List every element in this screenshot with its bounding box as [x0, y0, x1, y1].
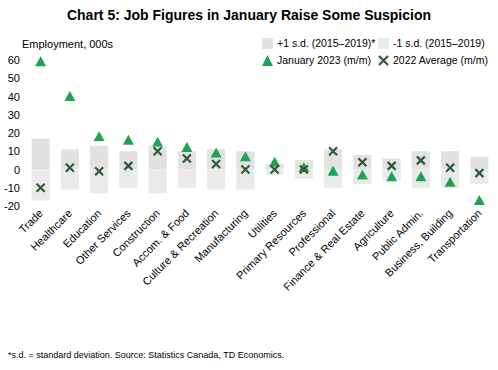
- y-tick-label: 50: [8, 72, 20, 84]
- y-tick-label: 10: [8, 145, 20, 157]
- bar: [412, 170, 430, 188]
- triangle-marker: [445, 177, 456, 187]
- x-marker: [388, 162, 396, 170]
- y-tick-label: -10: [4, 182, 20, 194]
- triangle-marker: [152, 137, 163, 147]
- legend-label: +1 s.d. (2015–2019)*: [277, 37, 375, 49]
- bar: [470, 170, 488, 185]
- legend-label: 2022 Average (m/m): [393, 54, 488, 66]
- x-marker: [124, 162, 132, 170]
- bar: [119, 151, 137, 169]
- x-marker: [417, 156, 425, 164]
- triangle-marker: [269, 157, 280, 167]
- x-marker: [300, 166, 308, 174]
- bar: [412, 151, 430, 169]
- x-marker: [37, 184, 45, 192]
- triangle-marker: [94, 131, 105, 141]
- bar: [90, 170, 108, 194]
- triangle-marker: [211, 148, 222, 158]
- triangle-marker: [357, 169, 368, 179]
- bar: [119, 170, 137, 188]
- y-label: Employment, 000s: [22, 38, 114, 50]
- bar: [90, 146, 108, 170]
- footnote: *s.d. = standard deviation. Source: Stat…: [8, 350, 284, 360]
- bar: [236, 151, 254, 169]
- triangle-marker: [386, 171, 397, 181]
- y-tick-label: -20: [4, 200, 20, 212]
- x-marker: [95, 167, 103, 175]
- x-marker: [475, 169, 483, 177]
- legend-label: -1 s.d. (2015–2019): [393, 37, 485, 49]
- bar: [32, 138, 50, 169]
- triangle-marker: [181, 142, 192, 152]
- bar: [383, 170, 401, 181]
- bar: [207, 170, 225, 190]
- bar: [441, 170, 459, 188]
- bar: [353, 170, 371, 185]
- x-marker: [271, 166, 279, 174]
- x-marker: [212, 160, 220, 168]
- bar: [149, 170, 167, 194]
- x-marker: [183, 155, 191, 163]
- x-marker: [241, 166, 249, 174]
- x-marker: [446, 164, 454, 172]
- bar: [32, 170, 50, 201]
- triangle-marker: [64, 91, 75, 101]
- x-marker: [358, 158, 366, 166]
- legend-swatch: [262, 38, 273, 49]
- triangle-marker: [35, 56, 46, 66]
- x-marker: [329, 147, 337, 155]
- bar: [149, 146, 167, 170]
- y-tick-label: 40: [8, 91, 20, 103]
- legend-swatch: [379, 56, 388, 65]
- chart: Chart 5: Job Figures in January Raise So…: [0, 0, 498, 370]
- y-tick-label: 30: [8, 109, 20, 121]
- legend-swatch: [378, 38, 389, 49]
- triangle-marker: [415, 171, 426, 181]
- legend-swatch: [262, 55, 273, 66]
- triangle-marker: [240, 151, 251, 161]
- bar: [236, 170, 254, 190]
- bar: [470, 157, 488, 170]
- bar: [383, 159, 401, 170]
- bar: [61, 170, 79, 190]
- x-tick-label: Manufacturing: [192, 207, 250, 265]
- y-tick-label: 60: [8, 54, 20, 66]
- bar: [178, 170, 196, 188]
- triangle-marker: [328, 166, 339, 176]
- x-marker: [154, 147, 162, 155]
- triangle-marker: [474, 195, 485, 205]
- x-marker: [66, 164, 74, 172]
- legend-label: January 2023 (m/m): [277, 54, 371, 66]
- x-tick-label: Finance & Real Estate: [281, 207, 367, 293]
- marks: [32, 56, 489, 205]
- bar: [178, 151, 196, 169]
- y-tick-label: 0: [14, 164, 20, 176]
- title: Chart 5: Job Figures in January Raise So…: [67, 7, 431, 23]
- bar: [353, 155, 371, 170]
- x-tick-label: Transportation: [425, 207, 483, 265]
- triangle-marker: [123, 135, 134, 145]
- y-tick-label: 20: [8, 127, 20, 139]
